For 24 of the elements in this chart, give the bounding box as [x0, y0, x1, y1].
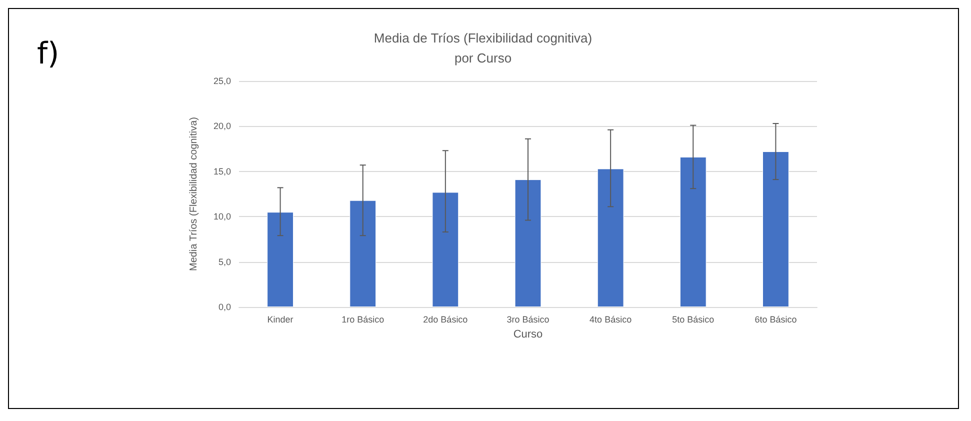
bar	[432, 192, 459, 307]
y-tick-label: 15,0	[213, 166, 231, 176]
x-tick-label: 1ro Básico	[342, 314, 384, 324]
y-tick-label: 20,0	[213, 121, 231, 132]
bar	[762, 152, 789, 307]
chart-title: Media de Tríos (Flexibilidad cognitiva) por Curso	[374, 30, 592, 66]
y-tick-label: 0,0	[218, 302, 231, 312]
bar	[597, 168, 624, 307]
x-tick-label: 2do Básico	[423, 314, 468, 324]
bar	[350, 200, 376, 307]
bar	[680, 156, 706, 307]
y-axis-title: Media Tríos (Flexibilidad cognitiva)	[188, 117, 200, 271]
x-tick-label: 3ro Básico	[506, 314, 550, 324]
y-tick-label: 25,0	[213, 76, 231, 86]
text: f)	[37, 36, 60, 72]
bar	[267, 212, 294, 307]
bar	[514, 180, 542, 307]
x-tick-label: 6to Básico	[754, 314, 797, 324]
y-tick-label: 10,0	[213, 212, 231, 222]
y-tick-label: 5,0	[218, 256, 231, 267]
x-tick-label: Kinder	[267, 314, 294, 324]
x-tick-label: 4to Básico	[590, 314, 632, 324]
x-axis-title: Curso	[513, 328, 543, 340]
x-tick-label: 5to Básico	[672, 314, 714, 324]
